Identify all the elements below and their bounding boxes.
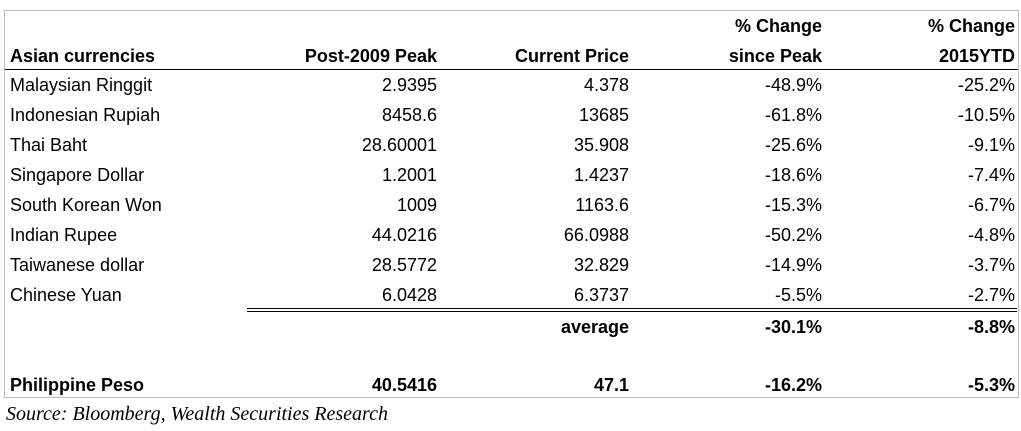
currency-name: Thai Baht xyxy=(10,135,88,155)
average-double-rule-top xyxy=(247,308,1017,309)
average-change-ytd: -8.8% xyxy=(967,317,1015,337)
header-change-ytd-line2: 2015YTD xyxy=(938,46,1015,66)
currency-name: Indian Rupee xyxy=(10,225,118,245)
header-currency: Asian currencies xyxy=(10,46,156,66)
peak-value: 28.5772 xyxy=(371,255,437,275)
change-since-peak: -61.8% xyxy=(764,105,822,125)
header-current: Current Price xyxy=(514,46,629,66)
current-value: 1.4237 xyxy=(573,165,629,185)
current-value: 4.378 xyxy=(583,75,629,95)
average-label: average xyxy=(560,317,629,337)
philippine-current: 47.1 xyxy=(593,375,629,395)
change-since-peak: -25.6% xyxy=(764,135,822,155)
current-value: 32.829 xyxy=(573,255,629,275)
change-ytd: -3.7% xyxy=(967,255,1015,275)
peak-value: 6.0428 xyxy=(381,285,437,305)
currency-name: Singapore Dollar xyxy=(10,165,145,185)
currency-name: Chinese Yuan xyxy=(10,285,122,305)
change-since-peak: -15.3% xyxy=(764,195,822,215)
philippine-change-ytd: -5.3% xyxy=(967,375,1015,395)
current-value: 1163.6 xyxy=(575,195,629,215)
philippine-name: Philippine Peso xyxy=(10,375,145,395)
source-caption: Source: Bloomberg, Wealth Securities Res… xyxy=(6,403,388,425)
change-since-peak: -50.2% xyxy=(764,225,822,245)
change-since-peak: -18.6% xyxy=(764,165,822,185)
peak-value: 28.60001 xyxy=(361,135,437,155)
current-value: 35.908 xyxy=(573,135,629,155)
current-value: 66.0988 xyxy=(563,225,629,245)
currency-name: South Korean Won xyxy=(10,195,162,215)
change-ytd: -25.2% xyxy=(957,75,1015,95)
change-ytd: -7.4% xyxy=(967,165,1015,185)
currency-name: Indonesian Rupiah xyxy=(10,105,161,125)
header-change-peak-line2: since Peak xyxy=(728,46,822,66)
change-ytd: -6.7% xyxy=(967,195,1015,215)
peak-value: 1.2001 xyxy=(381,165,437,185)
change-since-peak: -14.9% xyxy=(764,255,822,275)
peak-value: 44.0216 xyxy=(371,225,437,245)
philippine-peak: 40.5416 xyxy=(371,375,437,395)
change-since-peak: -48.9% xyxy=(764,75,822,95)
change-ytd: -10.5% xyxy=(957,105,1015,125)
current-value: 13685 xyxy=(578,105,629,125)
peak-value: 1009 xyxy=(396,195,437,215)
header-peak: Post-2009 Peak xyxy=(304,46,437,66)
peak-value: 8458.6 xyxy=(381,105,437,125)
header-change-peak-line1: % Change xyxy=(734,16,822,36)
philippine-change-since-peak: -16.2% xyxy=(764,375,822,395)
change-ytd: -9.1% xyxy=(967,135,1015,155)
current-value: 6.3737 xyxy=(573,285,629,305)
change-since-peak: -5.5% xyxy=(774,285,822,305)
currency-name: Malaysian Ringgit xyxy=(10,75,153,95)
average-double-rule-bottom xyxy=(247,311,1017,312)
table-frame xyxy=(4,10,1019,398)
peak-value: 2.9395 xyxy=(381,75,437,95)
change-ytd: -4.8% xyxy=(967,225,1015,245)
change-ytd: -2.7% xyxy=(967,285,1015,305)
average-change-since-peak: -30.1% xyxy=(764,317,822,337)
header-rule xyxy=(5,69,1018,70)
header-change-ytd-line1: % Change xyxy=(927,16,1015,36)
currency-name: Taiwanese dollar xyxy=(10,255,145,275)
